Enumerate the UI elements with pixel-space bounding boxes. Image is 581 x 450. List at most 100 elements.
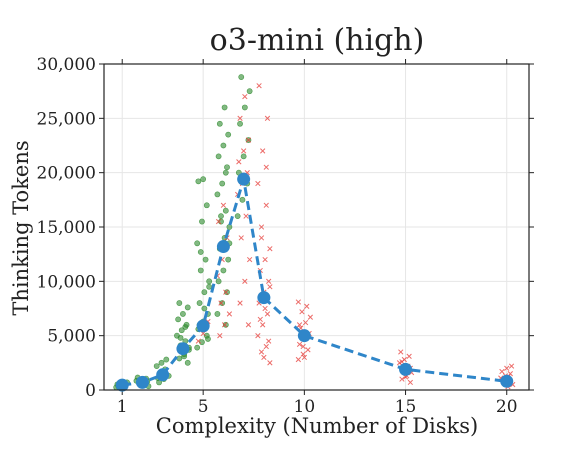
incorrect-point — [242, 93, 248, 100]
correct-point — [176, 300, 183, 306]
correct-point — [195, 178, 202, 185]
incorrect-point — [264, 115, 271, 121]
mean-point — [237, 172, 251, 186]
correct-point — [222, 169, 229, 176]
incorrect-point — [223, 289, 229, 295]
incorrect-point — [242, 278, 248, 284]
correct-point — [194, 240, 201, 247]
incorrect-point — [255, 333, 261, 339]
incorrect-point — [243, 213, 249, 219]
incorrect-point — [246, 256, 253, 263]
correct-point — [216, 120, 223, 127]
mean-point — [115, 378, 129, 392]
incorrect-point — [407, 379, 414, 386]
incorrect-point — [263, 343, 269, 350]
correct-point — [153, 363, 160, 369]
incorrect-point — [195, 338, 202, 344]
incorrect-point — [258, 235, 265, 241]
correct-point — [222, 321, 229, 328]
correct-point — [163, 356, 170, 363]
correct-point — [184, 304, 191, 311]
mean-point — [297, 329, 311, 343]
incorrect-point — [267, 360, 273, 366]
incorrect-point — [257, 316, 263, 323]
x-axis-label: Complexity (Number of Disks) — [156, 414, 478, 438]
incorrect-point — [226, 311, 233, 317]
incorrect-point — [295, 299, 302, 305]
incorrect-point — [263, 202, 269, 208]
correct-point — [194, 344, 201, 351]
incorrect-point — [255, 180, 261, 187]
incorrect-point — [300, 343, 306, 350]
plot-frame — [103, 63, 530, 391]
y-tick-label: 30,000 — [37, 55, 96, 75]
y-axis-label: Thinking Tokens — [9, 140, 33, 315]
incorrect-point — [504, 365, 510, 371]
correct-point — [225, 131, 232, 138]
correct-point — [219, 180, 226, 187]
incorrect-point — [299, 309, 305, 315]
x-tick-label: 5 — [198, 397, 209, 417]
mean-point — [399, 362, 413, 376]
correct-point — [219, 300, 226, 306]
incorrect-point — [217, 333, 223, 339]
incorrect-point — [260, 322, 266, 328]
incorrect-point — [245, 322, 252, 328]
incorrect-point — [295, 356, 302, 363]
incorrect-point — [238, 235, 244, 241]
correct-point — [214, 311, 221, 317]
incorrect-point — [296, 341, 303, 348]
correct-point — [215, 153, 222, 160]
incorrect-point — [237, 300, 243, 306]
incorrect-point — [301, 354, 308, 361]
correct-point — [215, 278, 222, 285]
incorrect-point — [260, 148, 266, 154]
correct-point — [240, 153, 247, 160]
correct-point — [182, 324, 189, 330]
correct-point — [218, 213, 224, 220]
correct-point — [199, 218, 205, 225]
correct-point — [206, 283, 213, 290]
mean-point — [196, 319, 210, 333]
correct-point — [234, 213, 241, 220]
correct-point — [237, 120, 243, 127]
correct-point — [221, 104, 228, 111]
incorrect-point — [406, 353, 412, 359]
incorrect-point — [215, 218, 222, 225]
correct-point — [206, 278, 213, 285]
y-tick-label: 5,000 — [47, 327, 96, 347]
mean-point — [135, 375, 149, 389]
incorrect-point — [236, 159, 242, 165]
correct-point — [246, 88, 253, 95]
correct-point — [224, 289, 230, 296]
x-tick-label: 20 — [496, 397, 518, 417]
mean-point — [500, 374, 514, 388]
correct-point — [224, 164, 230, 171]
x-tick-label: 15 — [395, 397, 417, 417]
incorrect-point — [256, 83, 262, 89]
incorrect-point — [262, 305, 268, 312]
correct-point — [177, 334, 184, 341]
incorrect-point — [237, 115, 243, 121]
correct-point — [158, 359, 165, 366]
incorrect-point — [261, 354, 267, 361]
y-tick-label: 0 — [85, 381, 96, 401]
incorrect-point — [266, 278, 272, 284]
mean-point — [257, 291, 271, 305]
incorrect-point — [267, 284, 273, 290]
incorrect-point — [399, 376, 405, 382]
incorrect-point — [258, 224, 265, 230]
incorrect-point — [305, 347, 311, 353]
incorrect-point — [267, 246, 273, 252]
incorrect-point — [499, 368, 505, 375]
chart-title: o3-mini (high) — [210, 23, 425, 58]
correct-point — [175, 316, 182, 323]
mean-point — [156, 368, 170, 382]
incorrect-point — [245, 137, 252, 143]
correct-point — [241, 104, 248, 111]
correct-point — [180, 311, 186, 317]
incorrect-point — [307, 314, 314, 320]
y-tick-label: 15,000 — [37, 218, 96, 238]
incorrect-point — [398, 349, 404, 355]
